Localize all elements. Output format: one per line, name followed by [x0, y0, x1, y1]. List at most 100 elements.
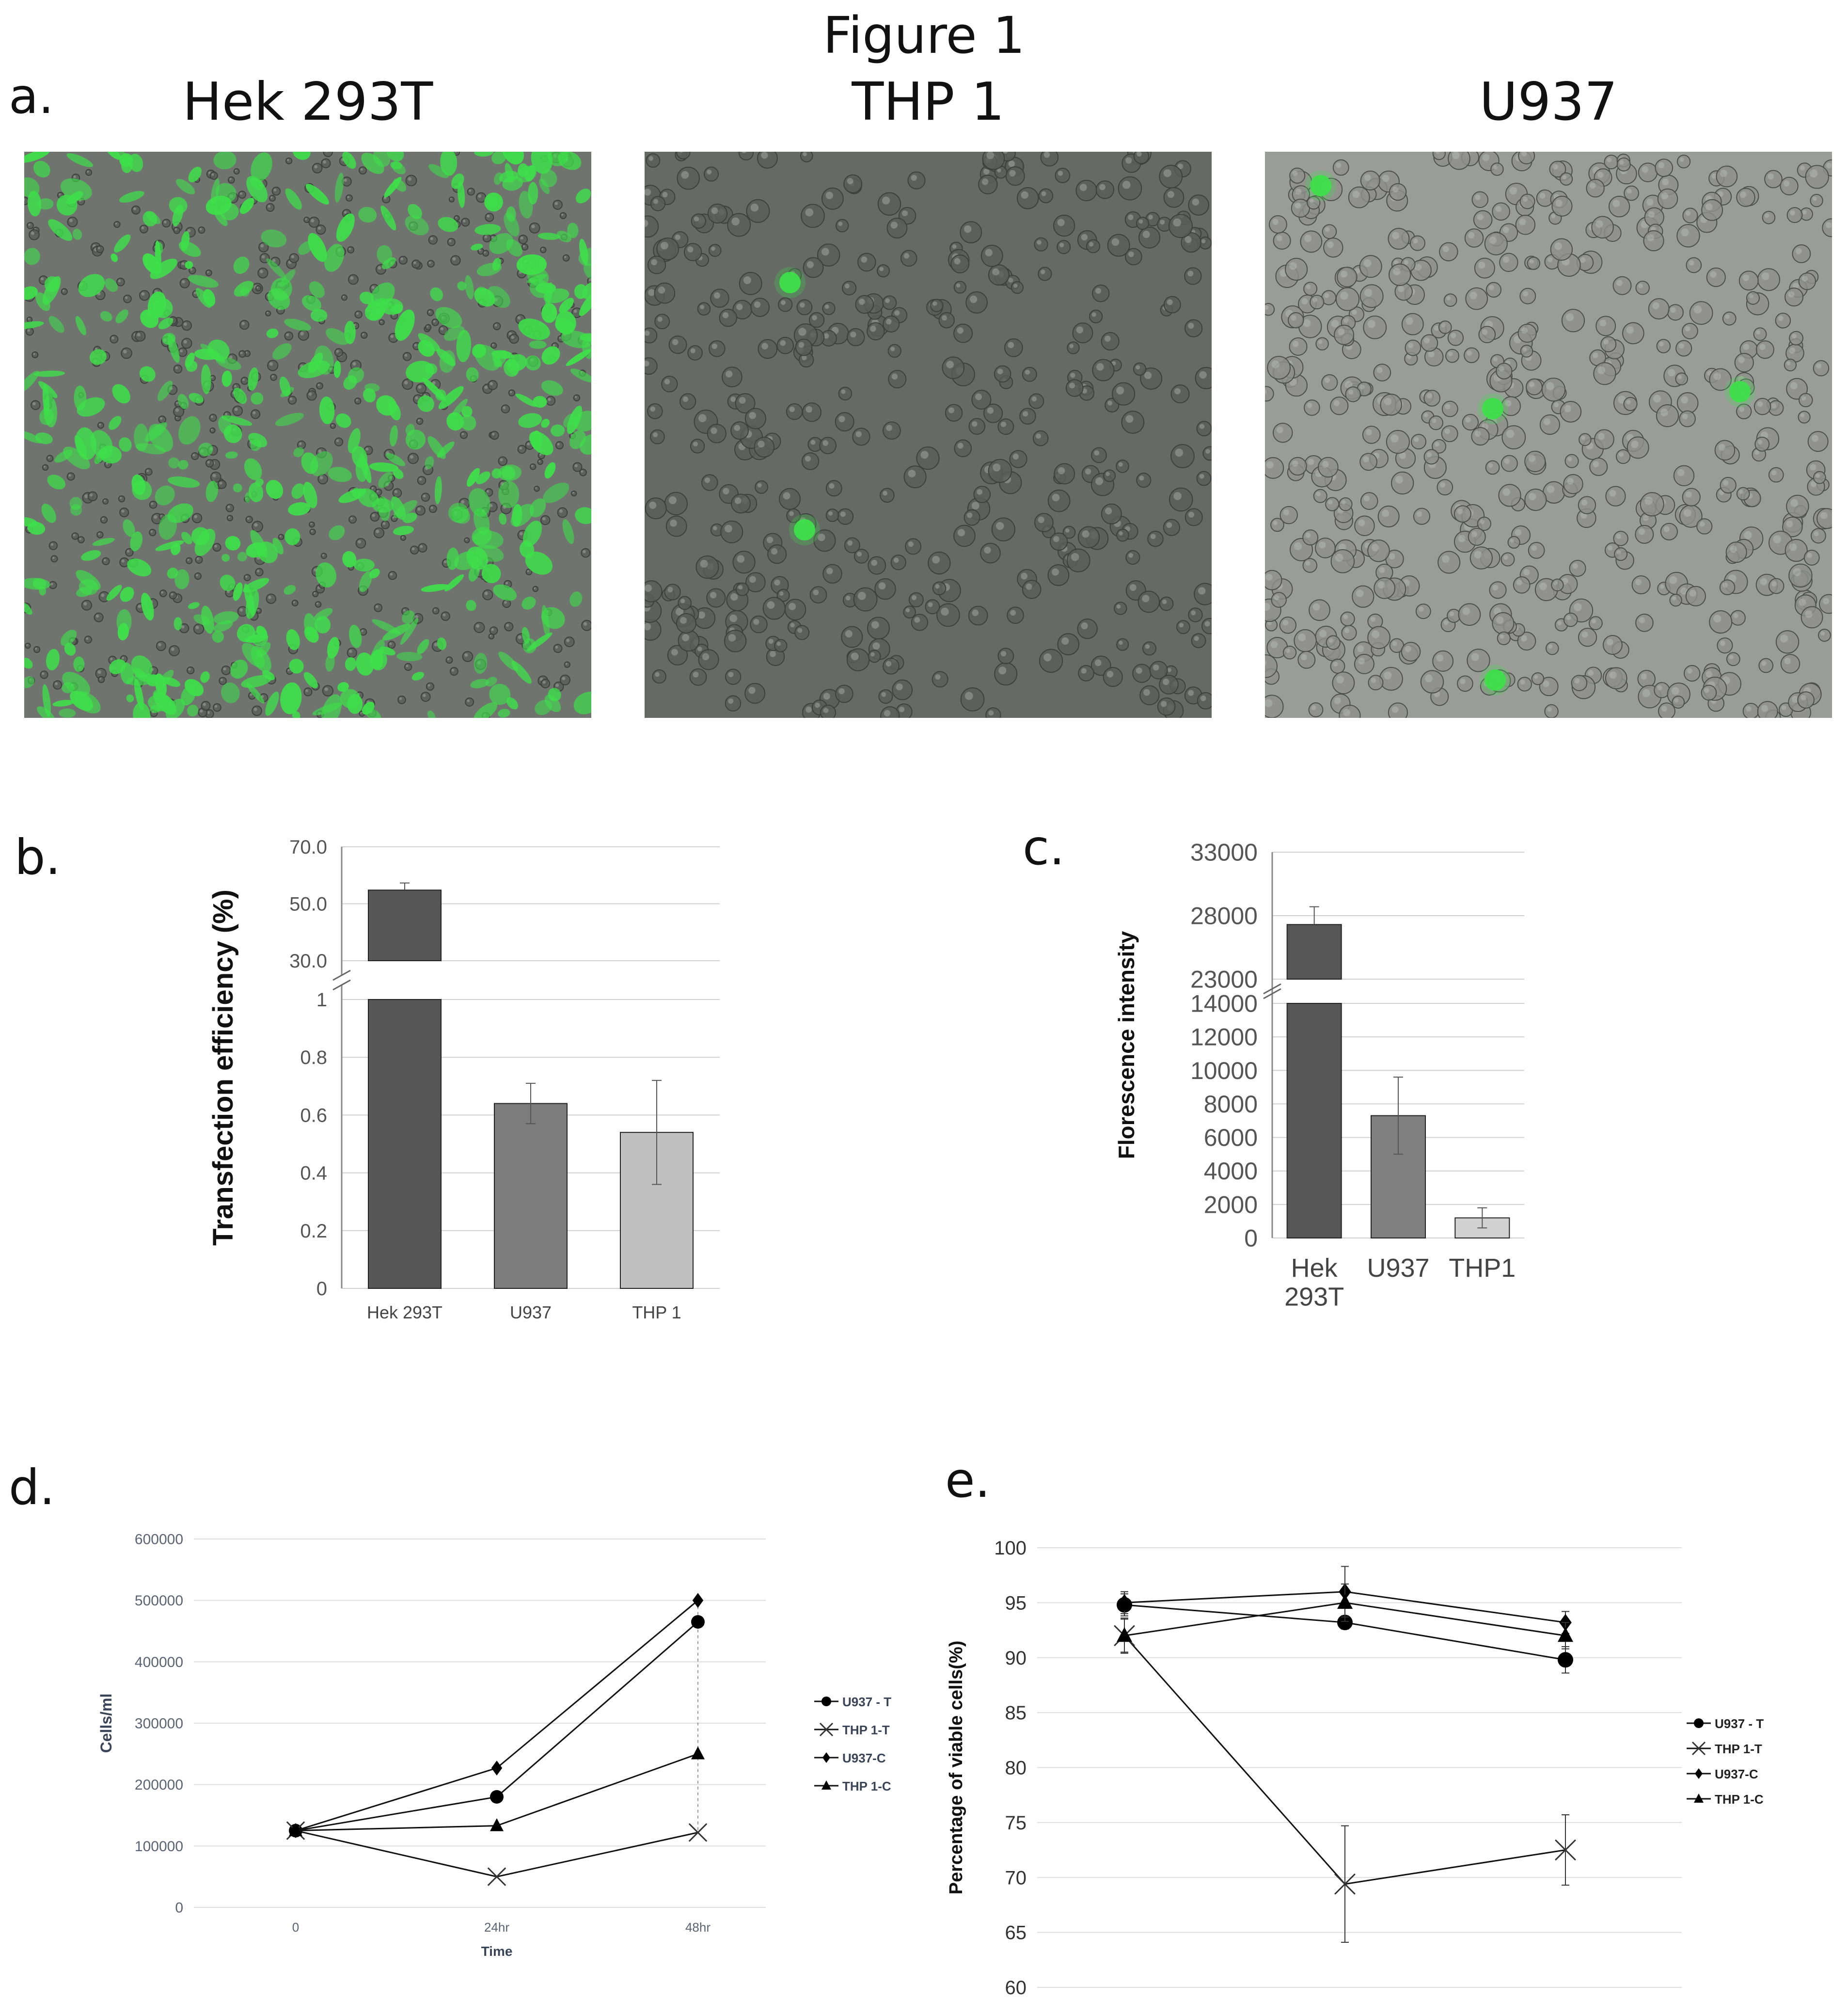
- cell-highlight: [1319, 630, 1327, 637]
- cell: [1326, 635, 1341, 650]
- cell-highlight: [914, 617, 920, 623]
- cell: [1339, 704, 1361, 718]
- cell-highlight: [242, 378, 245, 381]
- cell-highlight: [957, 443, 963, 449]
- cell: [1589, 458, 1608, 476]
- cell: [1291, 198, 1310, 218]
- cell-highlight: [964, 225, 972, 233]
- y-tick-label: 500000: [135, 1593, 183, 1609]
- cell-highlight: [566, 638, 570, 642]
- cell-highlight: [702, 653, 710, 660]
- cell-highlight: [239, 608, 243, 612]
- cell-highlight: [1519, 218, 1526, 225]
- cell-highlight: [68, 474, 71, 477]
- cell-highlight: [151, 502, 154, 505]
- cell-highlight: [451, 668, 455, 672]
- cell: [97, 676, 105, 683]
- cell: [125, 548, 134, 557]
- y-tick-label: 0.2: [300, 1221, 327, 1242]
- cell-highlight: [1148, 215, 1153, 220]
- cell-highlight: [941, 315, 947, 321]
- gfp-glow: [1477, 393, 1508, 424]
- cell: [1121, 411, 1145, 434]
- cell: [1637, 670, 1656, 688]
- cell: [225, 504, 234, 512]
- cell-highlight: [1435, 152, 1439, 154]
- cell-highlight: [935, 674, 941, 680]
- cell: [847, 328, 865, 347]
- gfp-cell: [506, 697, 519, 710]
- gfp-cell: [334, 173, 344, 203]
- gfp-cell: [119, 191, 144, 203]
- cell-highlight: [893, 557, 899, 563]
- gfp-cell: [27, 522, 46, 535]
- cell: [1313, 489, 1327, 503]
- cell: [835, 219, 849, 233]
- cell: [1363, 315, 1387, 339]
- cell-highlight: [728, 634, 736, 642]
- cell-highlight: [798, 342, 805, 348]
- cell-highlight: [1199, 371, 1207, 379]
- cell-highlight: [850, 332, 856, 338]
- data-point: [289, 1823, 302, 1836]
- cell: [953, 281, 966, 294]
- cell-highlight: [648, 289, 655, 296]
- gfp-cell: [405, 429, 426, 450]
- gfp-cell: [531, 430, 542, 450]
- cell-highlight: [1678, 343, 1684, 349]
- cell-highlight: [376, 529, 379, 533]
- cell-highlight: [350, 517, 353, 520]
- cell: [963, 509, 980, 526]
- cell: [490, 430, 499, 440]
- cell-highlight: [1128, 553, 1134, 558]
- cell: [113, 221, 121, 228]
- cell: [25, 327, 34, 336]
- cell: [808, 312, 825, 328]
- cell-highlight: [1137, 152, 1142, 157]
- y-tick-label: 200000: [135, 1777, 183, 1793]
- cell-highlight: [465, 539, 467, 540]
- cell: [361, 332, 368, 339]
- gfp-cell: [556, 231, 572, 242]
- cell-highlight: [430, 506, 433, 509]
- cell: [553, 200, 563, 210]
- cell-highlight: [1265, 573, 1273, 581]
- cell: [1738, 270, 1759, 291]
- cell-highlight: [548, 397, 551, 401]
- cell-highlight: [1718, 444, 1725, 451]
- cell: [462, 651, 474, 662]
- cell-highlight: [690, 348, 695, 353]
- cell-highlight: [1786, 520, 1793, 528]
- cell: [1709, 610, 1733, 634]
- cell-highlight: [26, 644, 28, 646]
- cell-highlight: [35, 648, 37, 650]
- cell: [1762, 210, 1776, 224]
- cell: [448, 196, 455, 203]
- cell: [1734, 352, 1754, 373]
- cell-highlight: [467, 699, 470, 702]
- gfp-cell: [438, 386, 464, 410]
- cell-highlight: [1162, 678, 1169, 685]
- cell-highlight: [356, 399, 358, 401]
- cell-highlight: [1095, 288, 1102, 294]
- cell: [306, 390, 317, 401]
- gfp-cell: [380, 206, 396, 231]
- cell: [1159, 596, 1174, 611]
- cell-highlight: [1403, 260, 1408, 265]
- cell-highlight: [920, 451, 929, 459]
- cell: [1551, 578, 1564, 592]
- cell: [779, 488, 801, 510]
- cell-highlight: [981, 178, 989, 185]
- cell: [78, 536, 85, 543]
- cell-highlight: [1679, 157, 1684, 162]
- gfp-cell: [395, 309, 415, 341]
- cell-highlight: [693, 671, 699, 678]
- gfp-cell: [303, 672, 318, 688]
- gfp-cell: [466, 600, 476, 611]
- cell-highlight: [428, 310, 431, 313]
- cell-highlight: [1065, 528, 1070, 533]
- gfp-cell: [188, 166, 202, 183]
- cell-highlight: [1449, 611, 1454, 617]
- cell-highlight: [1552, 164, 1558, 170]
- cell-highlight: [879, 267, 884, 271]
